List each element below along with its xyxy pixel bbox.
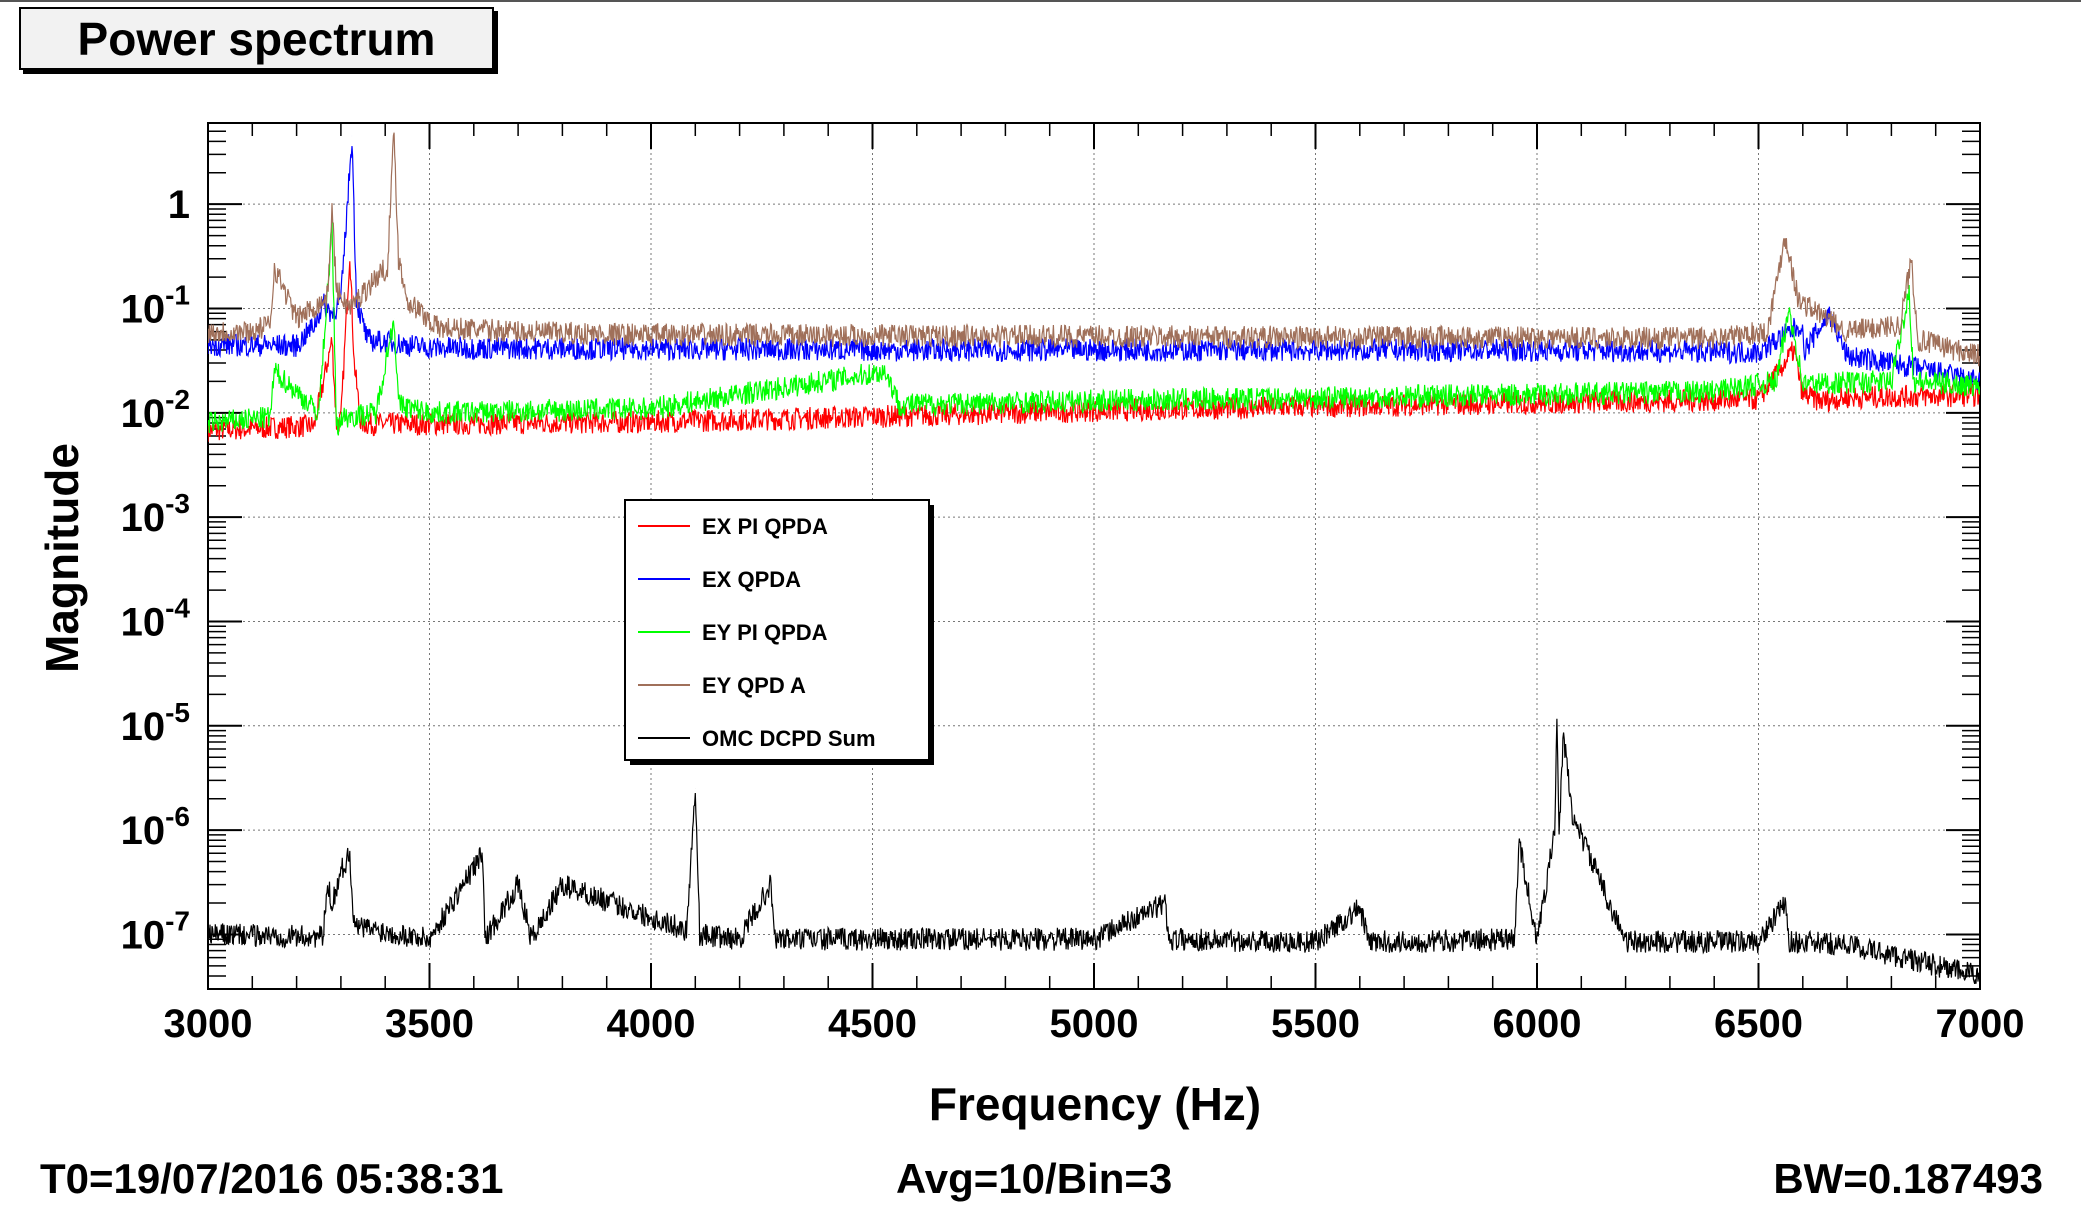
top-border bbox=[0, 0, 2081, 2]
y-axis-label: Magnitude bbox=[36, 443, 88, 673]
x-tick-label: 5500 bbox=[1271, 1002, 1360, 1046]
legend-label: OMC DCPD Sum bbox=[702, 726, 876, 751]
series-line bbox=[208, 222, 1980, 436]
x-tick-label: 4000 bbox=[607, 1002, 696, 1046]
footer-bandwidth: BW=0.187493 bbox=[1773, 1155, 2043, 1202]
y-tick-label: 1 bbox=[168, 183, 190, 227]
series-omc-dcpd-sum bbox=[207, 718, 1981, 985]
y-tick-label: 10-6 bbox=[121, 801, 190, 853]
series-line bbox=[208, 146, 1980, 391]
legend-label: EY QPD A bbox=[702, 673, 806, 698]
x-tick-label: 7000 bbox=[1936, 1002, 2025, 1046]
x-tick-label: 4500 bbox=[828, 1002, 917, 1046]
series-line bbox=[208, 132, 1980, 367]
legend-entries: EX PI QPDA EX QPDA EY PI QPDA EY QPD A OMC D… bbox=[638, 514, 876, 751]
footer-t0: T0=19/07/2016 05:38:31 bbox=[40, 1155, 504, 1202]
x-tick-labels: 3000 3500 4000 4500 5000 5500 6000 6500 7000 bbox=[164, 1002, 2025, 1046]
y-tick-label: 10-4 bbox=[121, 592, 191, 644]
title-box: Power spectrum bbox=[19, 7, 494, 70]
series-ey-pi-qpda bbox=[207, 222, 1981, 436]
axis-ticks bbox=[207, 123, 1981, 990]
legend-label: EY PI QPDA bbox=[702, 620, 828, 645]
series-ey-qpd-a bbox=[207, 131, 1981, 367]
chart-title: Power spectrum bbox=[77, 12, 436, 65]
x-tick-label: 3000 bbox=[164, 1002, 253, 1046]
x-tick-label: 6500 bbox=[1714, 1002, 1803, 1046]
y-tick-label: 10-2 bbox=[121, 384, 190, 436]
legend-label: EX PI QPDA bbox=[702, 514, 828, 539]
legend-box bbox=[624, 499, 930, 761]
y-tick-label: 10-7 bbox=[121, 905, 190, 957]
series-layer bbox=[207, 131, 1981, 985]
legend-label: EX QPDA bbox=[702, 567, 801, 592]
x-tick-label: 5000 bbox=[1050, 1002, 1139, 1046]
series-line bbox=[208, 718, 1980, 985]
legend: EX PI QPDA EX QPDA EY PI QPDA EY QPD A OMC D… bbox=[624, 499, 934, 765]
x-axis-label: Frequency (Hz) bbox=[929, 1078, 1261, 1130]
x-tick-label: 6000 bbox=[1493, 1002, 1582, 1046]
y-tick-label: 10-3 bbox=[121, 488, 190, 540]
x-tick-label: 3500 bbox=[385, 1002, 474, 1046]
y-tick-label: 10-1 bbox=[121, 280, 190, 332]
footer-avg-bin: Avg=10/Bin=3 bbox=[896, 1155, 1173, 1202]
y-tick-labels: 1 10-1 10-2 10-3 10-4 10-5 10-6 10-7 bbox=[121, 183, 191, 957]
y-tick-label: 10-5 bbox=[121, 697, 190, 749]
